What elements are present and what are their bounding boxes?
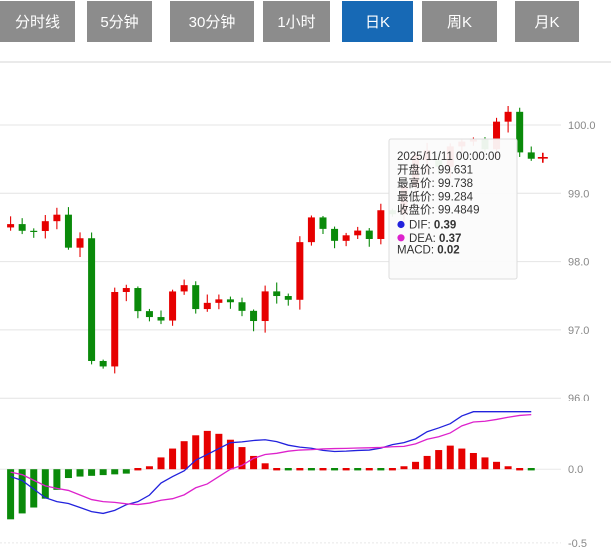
svg-text:99.0: 99.0 xyxy=(568,188,589,200)
svg-text:0.0: 0.0 xyxy=(568,464,583,476)
svg-text:收盘价: 99.4849: 收盘价: 99.4849 xyxy=(397,203,479,217)
svg-text:100.0: 100.0 xyxy=(568,120,596,132)
svg-text:DEA: 0.37: DEA: 0.37 xyxy=(409,233,461,245)
svg-text:最低价: 99.284: 最低价: 99.284 xyxy=(397,190,474,203)
svg-text:DIF: 0.39: DIF: 0.39 xyxy=(409,220,456,232)
svg-text:2025/11/11 00:00:00: 2025/11/11 00:00:00 xyxy=(397,151,501,163)
svg-text:-0.5: -0.5 xyxy=(568,538,587,550)
svg-text:MACD: 0.02: MACD: 0.02 xyxy=(397,245,460,257)
svg-text:97.0: 97.0 xyxy=(568,325,589,337)
svg-text:98.0: 98.0 xyxy=(568,257,589,269)
svg-text:开盘价: 99.631: 开盘价: 99.631 xyxy=(397,163,473,177)
svg-text:最高价: 99.738: 最高价: 99.738 xyxy=(397,176,473,190)
